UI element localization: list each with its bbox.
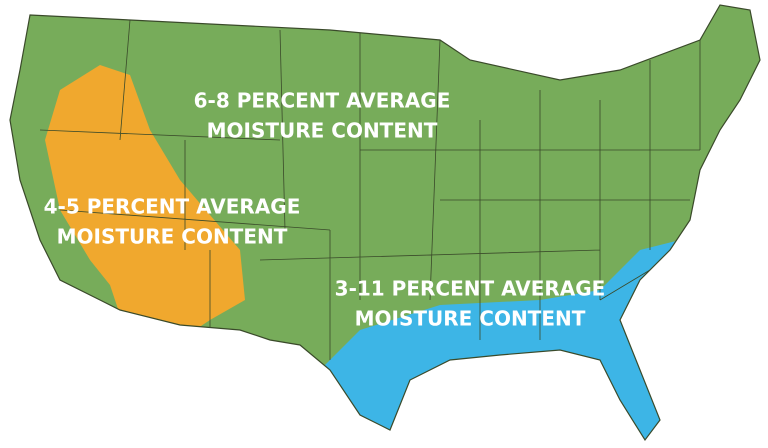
us-outline [9,4,761,442]
region-label: MOISTURE CONTENT [207,119,438,143]
region-label: MOISTURE CONTENT [57,225,288,249]
region-label: 3-11 PERCENT AVERAGE [335,277,606,301]
orange-region [45,65,245,340]
region-label: MOISTURE CONTENT [355,307,586,331]
state-lines [39,19,701,360]
region-label: 6-8 PERCENT AVERAGE [194,89,451,113]
region-label: 4-5 PERCENT AVERAGE [44,195,301,219]
